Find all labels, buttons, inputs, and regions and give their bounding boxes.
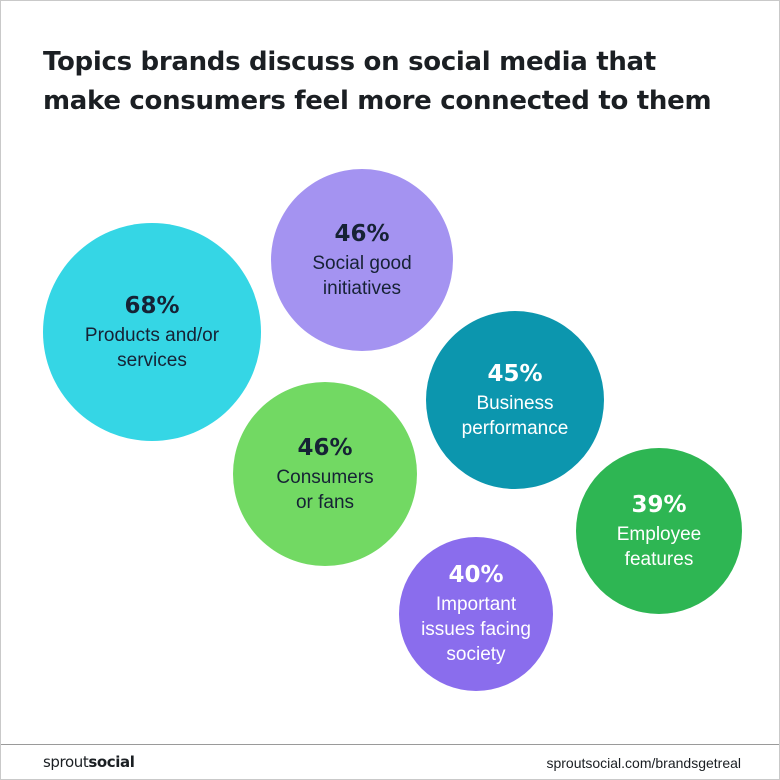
bubble-business-performance: 45% Business performance <box>426 311 604 489</box>
title-line-2: make consumers feel more connected to th… <box>43 86 712 116</box>
bubble-value: 40% <box>448 562 504 588</box>
footer-url: sproutsocial.com/brandsgetreal <box>546 755 741 771</box>
bubble-label: Employee features <box>616 523 702 570</box>
bubble-label: Social good initiatives <box>312 252 412 299</box>
chart-title: Topics brands discuss on social media th… <box>43 43 743 121</box>
bubble-value: 68% <box>124 292 180 319</box>
bubble-label: Business performance <box>461 392 569 439</box>
bubble-social-good-initiatives: 46% Social good initiatives <box>271 169 453 351</box>
title-line-1: Topics brands discuss on social media th… <box>43 47 656 77</box>
bubble-value: 46% <box>334 220 390 247</box>
bubble-value: 46% <box>297 434 353 461</box>
bubble-products-and-or-services: 68% Products and/or services <box>43 223 261 441</box>
bubble-important-issues-facing-society: 40% Important issues facing society <box>399 537 553 691</box>
logo-sprout: sprout <box>43 753 89 771</box>
logo-social: social <box>88 753 135 771</box>
bubble-employee-features: 39% Employee features <box>576 448 742 614</box>
footer-divider <box>1 744 779 745</box>
bubble-consumers-or-fans: 46% Consumers or fans <box>233 382 417 566</box>
bubble-label: Consumers or fans <box>276 466 374 513</box>
bubble-label: Important issues facing society <box>421 594 531 665</box>
bubble-value: 45% <box>487 360 543 387</box>
bubble-label: Products and/or services <box>84 324 220 371</box>
sprout-social-logo: sproutsocial <box>43 753 135 771</box>
bubble-value: 39% <box>631 491 687 518</box>
